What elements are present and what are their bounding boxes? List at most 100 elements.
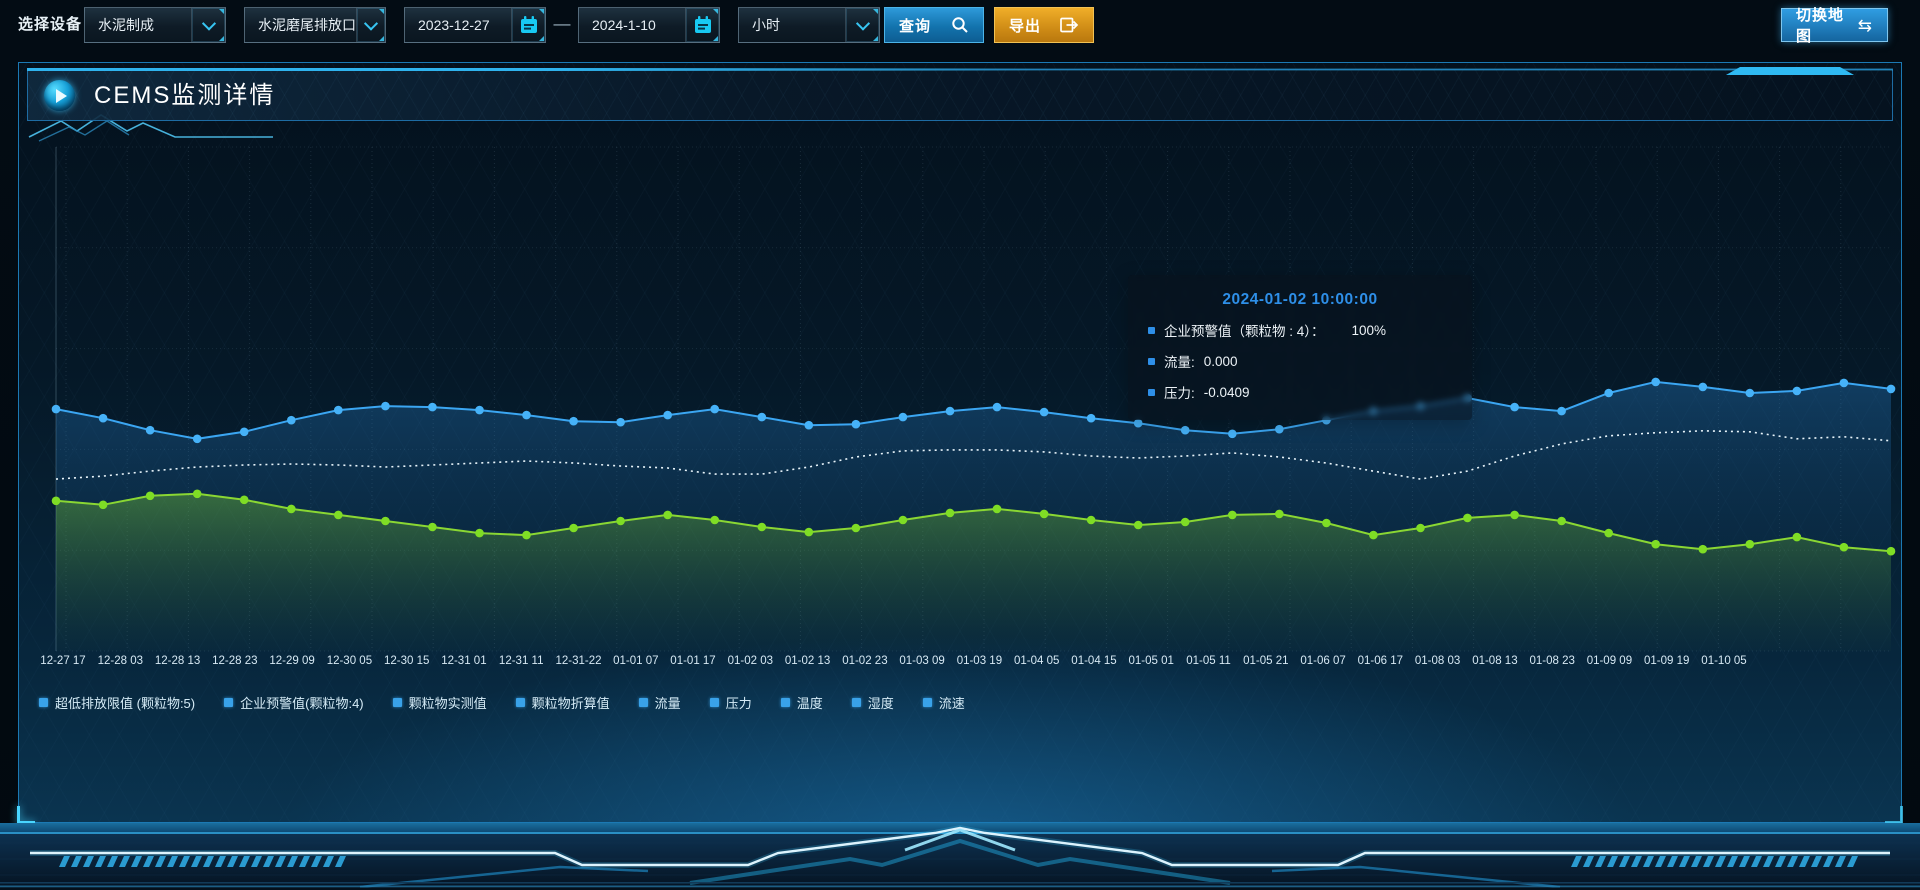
panel-title: CEMS监测详情: [94, 82, 276, 109]
device-select-label: 选择设备: [18, 16, 83, 33]
svg-text:12-28 23: 12-28 23: [212, 655, 257, 667]
switch-map-button[interactable]: 切换地图 ⇆: [1781, 7, 1888, 45]
chevron-down-icon[interactable]: [356, 8, 385, 42]
svg-text:01-04 05: 01-04 05: [1014, 655, 1059, 667]
tooltip-timestamp: 2024-01-02 10:00:00: [1222, 291, 1378, 308]
legend-marker: [515, 698, 525, 707]
interval-value: 小时: [752, 17, 780, 33]
svg-text:01-02 13: 01-02 13: [785, 655, 830, 667]
start-date-input[interactable]: 2023-12-27: [404, 7, 546, 43]
header-top-accent: [27, 68, 1893, 71]
chevron-down-icon[interactable]: [191, 8, 225, 42]
svg-text:12-31 01: 12-31 01: [441, 655, 486, 667]
legend-item[interactable]: 颗粒物实测值: [392, 693, 487, 712]
tooltip-series-marker: [1148, 326, 1155, 334]
switch-map-label: 切换地图: [1796, 7, 1845, 45]
svg-text:01-01 17: 01-01 17: [670, 655, 715, 667]
legend-marker: [709, 698, 719, 707]
end-date-input[interactable]: 2024-1-10: [578, 7, 720, 43]
tooltip-row-label: 企业预警值（颗粒物 : 4）：: [1164, 324, 1325, 339]
series-压力: [51, 489, 1896, 651]
svg-text:12-29 09: 12-29 09: [269, 655, 314, 667]
svg-text:01-06 07: 01-06 07: [1300, 655, 1345, 667]
svg-text:01-02 03: 01-02 03: [728, 655, 773, 667]
calendar-icon: [694, 16, 711, 33]
chart-tooltip: 2024-01-02 10:00:00 企业预警值（颗粒物 : 4）： 100% 流…: [1128, 275, 1472, 420]
legend-marker: [851, 698, 861, 707]
main-panel: CEMS监测详情 12-27 17 12-28 03 12-28 13 12-28 2…: [18, 62, 1903, 824]
play-icon[interactable]: [44, 80, 75, 111]
tooltip-row-value: 0.000: [1203, 353, 1238, 369]
export-button-label: 导出: [1009, 17, 1042, 35]
legend-item[interactable]: 压力: [709, 693, 752, 712]
chevron-down-icon[interactable]: [845, 8, 879, 42]
chart-plot-area[interactable]: 12-27 17 12-28 03 12-28 13 12-28 23 12-29 09…: [19, 63, 1903, 824]
legend-marker: [224, 698, 234, 707]
x-axis-labels: 12-27 17 12-28 03 12-28 13 12-28 23 12-29 09…: [40, 655, 1746, 667]
legend-label: 压力: [725, 696, 752, 711]
tooltip-row-label: 压力:: [1164, 386, 1195, 401]
svg-text:01-10 05: 01-10 05: [1701, 655, 1746, 667]
svg-text:12-27 17: 12-27 17: [40, 655, 85, 667]
query-button[interactable]: 查询: [884, 7, 984, 43]
legend-label: 流速: [938, 696, 965, 711]
legend-marker: [392, 698, 402, 707]
legend-item[interactable]: 颗粒物折算值: [515, 693, 610, 712]
tooltip-row-label: 流量:: [1164, 355, 1195, 370]
tooltip-row-value: 100%: [1351, 322, 1387, 338]
search-icon: [951, 16, 969, 34]
svg-text:01-05 01: 01-05 01: [1128, 655, 1173, 667]
calendar-icon: [520, 16, 537, 33]
tooltip-row: 压力: -0.0409: [1148, 382, 1452, 402]
tooltip-series-marker: [1148, 388, 1155, 396]
svg-text:01-05 21: 01-05 21: [1243, 655, 1288, 667]
svg-text:01-08 03: 01-08 03: [1415, 655, 1460, 667]
panel-header: CEMS监测详情: [27, 67, 1893, 121]
tooltip-row-value: -0.0409: [1203, 384, 1250, 400]
header-zigzag-decoration: [28, 114, 273, 142]
legend-marker: [39, 698, 48, 707]
interval-select[interactable]: 小时: [738, 7, 880, 43]
svg-text:01-04 15: 01-04 15: [1071, 655, 1116, 667]
tooltip-series-marker: [1148, 357, 1155, 365]
footer-decoration: [0, 823, 1920, 890]
svg-text:12-31 11: 12-31 11: [499, 655, 544, 667]
svg-text:01-09 19: 01-09 19: [1644, 655, 1689, 667]
tooltip-row: 企业预警值（颗粒物 : 4）： 100%: [1148, 320, 1452, 340]
end-date-value: 2024-1-10: [592, 17, 656, 33]
svg-text:01-01 07: 01-01 07: [613, 655, 658, 667]
svg-text:12-28 13: 12-28 13: [155, 655, 200, 667]
legend-item[interactable]: 流速: [922, 693, 965, 712]
legend-item[interactable]: 湿度: [851, 693, 894, 712]
device-type-value: 水泥制成: [98, 17, 154, 33]
tooltip-row: 流量: 0.000: [1148, 351, 1452, 371]
legend-label: 颗粒物实测值: [408, 696, 487, 711]
legend-item[interactable]: 超低排放限值 (颗粒物:5): [39, 693, 195, 712]
header-notch-decoration: [1726, 67, 1854, 75]
legend-item[interactable]: 温度: [780, 693, 823, 712]
legend-marker: [922, 698, 932, 707]
svg-text:12-31-22: 12-31-22: [555, 655, 601, 667]
top-toolbar: 选择设备 水泥制成 水泥磨尾排放口 2023-12-27 —: [0, 0, 1920, 50]
export-icon: [1060, 16, 1079, 34]
tooltip-rows: 企业预警值（颗粒物 : 4）： 100% 流量: 0.000 压力: -0.0409: [1148, 320, 1452, 402]
calendar-icon[interactable]: [685, 8, 719, 42]
svg-text:01-09 09: 01-09 09: [1587, 655, 1632, 667]
legend-marker: [780, 698, 790, 707]
legend-item[interactable]: 流量: [638, 693, 681, 712]
outlet-select[interactable]: 水泥磨尾排放口: [244, 7, 386, 43]
swap-arrows-icon: ⇆: [1857, 15, 1873, 35]
svg-text:01-08 13: 01-08 13: [1472, 655, 1517, 667]
outlet-value: 水泥磨尾排放口: [258, 17, 356, 33]
svg-text:01-02 23: 01-02 23: [842, 655, 887, 667]
query-button-label: 查询: [899, 17, 932, 35]
legend-item[interactable]: 企业预警值(颗粒物:4): [224, 693, 364, 712]
svg-text:12-30 05: 12-30 05: [327, 655, 372, 667]
export-button[interactable]: 导出: [994, 7, 1094, 43]
device-type-select[interactable]: 水泥制成: [84, 7, 226, 43]
legend-label: 湿度: [867, 696, 894, 711]
chart-legend: 超低排放限值 (颗粒物:5) 企业预警值(颗粒物:4) 颗粒物实测值 颗粒物折算值 流量…: [39, 693, 965, 712]
calendar-icon[interactable]: [511, 8, 545, 42]
legend-label: 颗粒物折算值: [531, 696, 610, 711]
